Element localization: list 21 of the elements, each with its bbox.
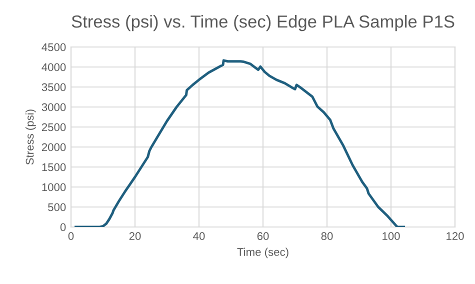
x-tick-label: 120 <box>446 232 464 240</box>
y-axis-title: Stress (psi) <box>26 110 36 165</box>
y-tick-label: 3000 <box>42 103 66 112</box>
x-tick-label: 0 <box>68 232 74 240</box>
y-tick-label: 2000 <box>42 143 66 152</box>
y-tick-label: 1000 <box>42 183 66 192</box>
y-tick-label: 4500 <box>42 43 66 52</box>
line-series <box>74 59 406 227</box>
y-tick-label: 3500 <box>42 83 66 92</box>
y-tick-label: 2500 <box>42 123 66 132</box>
x-tick-label: 40 <box>193 232 205 240</box>
x-tick-label: 20 <box>129 232 141 240</box>
x-tick-label: 80 <box>321 232 333 240</box>
y-tick-label: 0 <box>60 223 66 232</box>
y-tick-label: 500 <box>48 203 66 212</box>
x-axis-title: Time (sec) <box>237 248 288 258</box>
chart-title: Stress (psi) vs. Time (sec) Edge PLA Sample P1S <box>72 14 454 32</box>
x-tick-label: 60 <box>257 232 269 240</box>
y-tick-label: 1500 <box>42 163 66 172</box>
x-tick-label: 100 <box>382 232 400 240</box>
y-tick-label: 4000 <box>42 63 66 72</box>
